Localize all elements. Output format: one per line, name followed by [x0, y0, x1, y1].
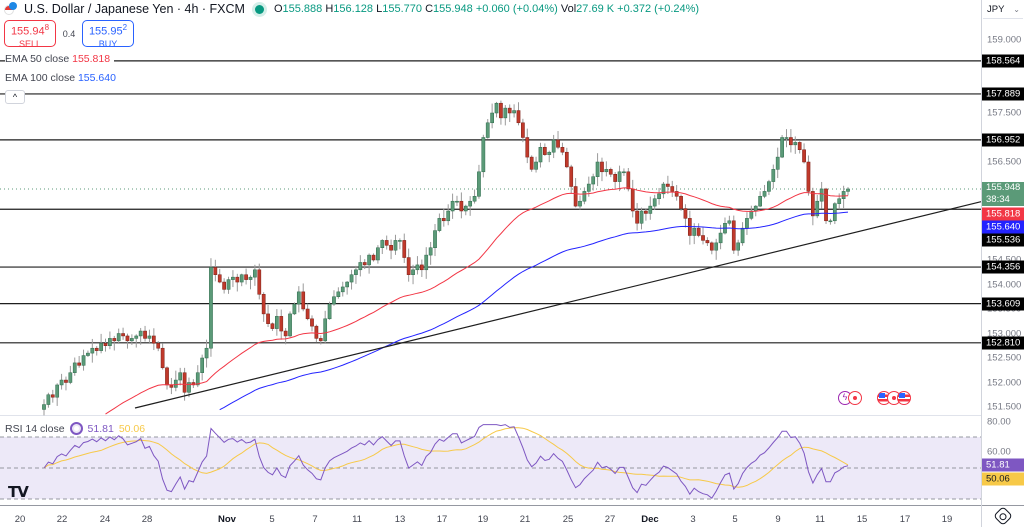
time-axis-label: 25: [562, 514, 574, 525]
trade-panel: 155.948 SELL 0.4 155.952 BUY: [4, 20, 134, 49]
price-tag: 155.536: [982, 233, 1024, 247]
time-axis-label: 24: [99, 514, 111, 525]
price-axis-label: 154.000: [987, 279, 1022, 290]
currency-selector[interactable]: JPY ⌄: [983, 1, 1023, 19]
time-axis-label: 7: [312, 514, 318, 525]
time-axis-label: Nov: [218, 514, 236, 525]
price-axis-label: 154.500: [987, 255, 1021, 266]
price-tag: 152.810: [982, 336, 1024, 350]
symbol-header: U.S. Dollar / Japanese Yen · 4h · FXCM O…: [4, 2, 699, 16]
usd-jpy-flag-icon: [4, 2, 18, 16]
collapse-legend-button[interactable]: ^: [5, 90, 25, 104]
price-axis-border: [981, 0, 982, 527]
price-axis-label: 153.000: [987, 328, 1022, 339]
time-axis-label: 19: [941, 514, 953, 525]
time-axis-label: 5: [269, 514, 275, 525]
time-axis-label: 17: [436, 514, 448, 525]
time-axis-label: 21: [519, 514, 531, 525]
spread-value: 0.4: [62, 28, 76, 39]
time-axis-label: 19: [477, 514, 489, 525]
rsi-axis-label: 60.00: [987, 446, 1011, 458]
time-axis-label: 28: [141, 514, 153, 525]
price-axis-label: 156.500: [987, 156, 1022, 168]
ohlc-values: O155.888 H156.128 L155.770 C155.948 +0.0…: [273, 3, 700, 15]
time-axis-label: 22: [56, 514, 68, 525]
buy-button[interactable]: 155.952 BUY: [82, 20, 134, 49]
price-tag: 157.889: [982, 87, 1024, 101]
rsi-value-tag: 50.06: [982, 472, 1024, 486]
sell-button[interactable]: 155.948 SELL: [4, 20, 56, 49]
price-axis-label: 152.000: [987, 377, 1022, 388]
ema50-legend[interactable]: EMA 50 close 155.818: [5, 53, 115, 65]
price-tag: 153.609: [982, 297, 1024, 311]
tradingview-logo[interactable]: TV: [8, 483, 29, 501]
time-axis-label: 15: [856, 514, 868, 525]
market-open-icon: [254, 4, 264, 14]
rsi-value-tag: 51.81: [982, 458, 1024, 472]
price-axis-label: 157.500: [987, 107, 1022, 119]
time-axis-label: 5: [732, 514, 738, 525]
price-axis-label: 151.500: [987, 401, 1022, 413]
price-tag: 155.948 38:34: [982, 182, 1024, 207]
chevron-down-icon: ⌄: [1013, 5, 1020, 14]
rsi-axis-label: 80.00: [987, 416, 1011, 428]
economic-event-icon[interactable]: [848, 391, 862, 405]
time-axis-label: 3: [690, 514, 696, 525]
time-axis-label: Dec: [641, 514, 659, 525]
time-axis-label: 11: [815, 514, 825, 525]
price-axis-label: 152.500: [987, 352, 1022, 364]
price-tag: 155.818: [982, 207, 1024, 221]
price-axis-label: 159.000: [987, 34, 1022, 45]
time-axis-label: 20: [14, 514, 26, 525]
time-axis-label: 9: [775, 514, 781, 525]
symbol-title[interactable]: U.S. Dollar / Japanese Yen · 4h · FXCM: [24, 2, 245, 16]
time-axis-label: 13: [394, 514, 406, 525]
ema100-legend[interactable]: EMA 100 close 155.640: [5, 72, 120, 84]
time-axis-label: 17: [899, 514, 911, 525]
time-axis-label: 11: [352, 514, 362, 525]
price-tag: 158.564: [982, 54, 1024, 68]
rsi-legend[interactable]: RSI 14 close 51.81 50.06: [5, 422, 146, 435]
price-tag: 155.640: [982, 220, 1024, 234]
loading-icon: [69, 422, 83, 435]
time-axis-label: 27: [604, 514, 616, 525]
us-flag-event-icon[interactable]: [897, 391, 911, 405]
price-tag: 156.952: [982, 133, 1024, 147]
price-tag: 154.356: [982, 260, 1024, 274]
